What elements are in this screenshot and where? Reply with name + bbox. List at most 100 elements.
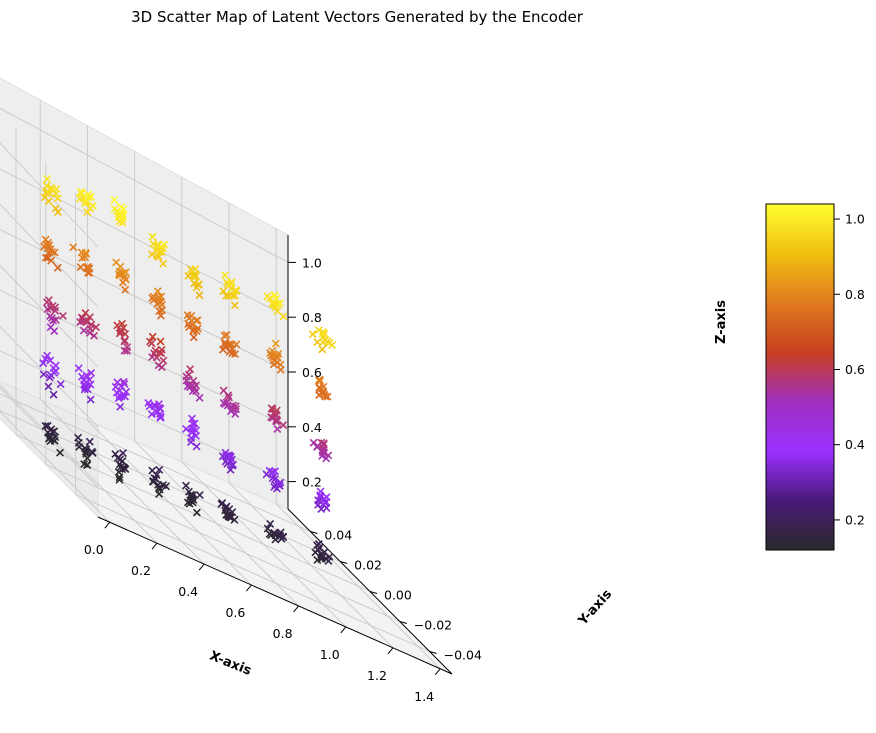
data-point — [228, 345, 237, 354]
data-point — [318, 345, 327, 354]
data-point — [192, 387, 201, 396]
x-tick-mark — [151, 542, 158, 550]
data-point — [115, 473, 124, 482]
data-point — [121, 285, 130, 294]
data-point — [321, 336, 330, 344]
data-point — [44, 296, 53, 305]
grid-line-z-wall — [0, 203, 99, 308]
data-point — [89, 201, 97, 210]
data-point — [76, 187, 85, 196]
data-point — [318, 329, 327, 338]
data-point — [121, 275, 130, 284]
data-point — [121, 268, 130, 277]
data-point — [225, 452, 234, 461]
data-point — [323, 392, 332, 401]
data-point — [51, 303, 60, 312]
data-point — [221, 271, 229, 280]
grid-line-z-back — [0, 107, 289, 263]
data-point — [328, 341, 337, 349]
data-point — [151, 474, 160, 483]
colorbar-tick-label: 0.8 — [845, 287, 865, 302]
data-point — [186, 365, 195, 374]
data-point — [271, 301, 280, 310]
data-point — [315, 375, 324, 384]
data-point — [222, 330, 231, 339]
data-point — [189, 495, 198, 504]
data-point — [82, 371, 91, 380]
data-point — [225, 505, 234, 514]
data-point — [158, 306, 167, 315]
data-point — [229, 460, 238, 469]
data-point — [273, 425, 282, 433]
chart-title: 3D Scatter Map of Latent Vectors Generat… — [131, 8, 584, 26]
data-point — [272, 358, 281, 367]
data-point — [52, 316, 60, 324]
data-point — [224, 393, 233, 402]
data-point — [118, 218, 127, 227]
data-point — [88, 448, 97, 457]
data-point — [86, 324, 95, 333]
y-tick-mark — [340, 561, 348, 564]
data-point — [322, 493, 331, 502]
data-point — [188, 498, 197, 507]
data-point — [321, 392, 330, 401]
data-point — [195, 393, 204, 402]
data-point — [85, 313, 94, 322]
data-point — [53, 208, 62, 217]
data-point — [231, 350, 239, 359]
data-points — [39, 174, 337, 565]
data-point — [159, 259, 168, 268]
data-point — [51, 306, 60, 315]
data-point — [74, 364, 83, 373]
x-tick-mark — [198, 563, 205, 571]
data-point — [192, 508, 201, 517]
data-point — [86, 380, 95, 389]
data-point — [69, 243, 78, 252]
data-point — [182, 424, 191, 433]
y-tick-label: 0.04 — [324, 528, 352, 543]
data-point — [83, 385, 92, 394]
data-point — [275, 479, 284, 488]
x-tick-label: 1.4 — [414, 689, 434, 704]
x-tick-label: 0.2 — [131, 563, 151, 578]
x-tick-mark — [246, 584, 252, 592]
z-tick-label: 0.6 — [302, 365, 322, 380]
data-point — [154, 400, 163, 409]
data-point — [122, 387, 131, 396]
data-point — [192, 426, 200, 435]
data-point — [230, 515, 239, 524]
data-point — [266, 519, 275, 528]
data-point — [319, 439, 328, 448]
data-point — [226, 465, 235, 474]
data-point — [232, 340, 241, 349]
z-axis-label: Z-axis — [714, 300, 729, 344]
data-point — [119, 205, 128, 214]
data-point — [227, 280, 235, 288]
z-tick-label: 0.4 — [302, 420, 322, 435]
data-point — [123, 346, 131, 355]
data-point — [267, 404, 276, 413]
x-tick-label: 0.0 — [84, 542, 104, 557]
data-point — [119, 212, 128, 221]
data-point — [92, 323, 100, 332]
data-point — [182, 376, 191, 385]
data-point — [110, 196, 119, 204]
grid-line-z-wall — [0, 142, 99, 248]
data-point — [83, 460, 91, 469]
data-point — [156, 412, 165, 421]
data-point — [81, 248, 90, 257]
grid-line-z-wall — [0, 325, 99, 428]
data-point — [279, 421, 288, 430]
data-point — [150, 402, 159, 411]
colorbar-tick-label: 1.0 — [845, 212, 865, 227]
data-point — [227, 278, 236, 287]
x-tick-label: 0.8 — [273, 626, 293, 641]
data-point — [155, 348, 164, 357]
data-point — [87, 192, 95, 201]
data-point — [77, 372, 86, 381]
y-tick-mark — [429, 651, 437, 654]
x-tick-mark — [434, 668, 441, 676]
data-point — [232, 287, 241, 296]
data-point — [153, 240, 162, 249]
